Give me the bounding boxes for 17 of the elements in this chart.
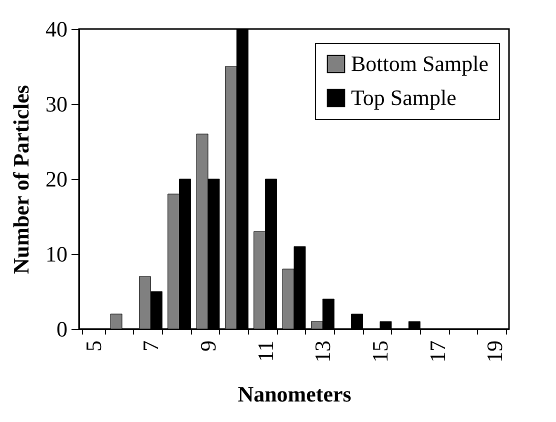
y-tick-label: 30 — [46, 92, 68, 116]
legend-label: Bottom Sample — [351, 51, 488, 76]
y-tick-label: 40 — [46, 16, 68, 42]
y-tick-label: 0 — [56, 316, 68, 342]
x-tick-label: 9 — [196, 340, 220, 352]
x-tick-label: 17 — [424, 340, 450, 362]
x-tick-label: 5 — [80, 340, 106, 352]
y-axis-title: Number of Particles — [8, 84, 34, 274]
y-tick-label: 10 — [46, 242, 68, 266]
x-tick-label: 13 — [310, 340, 336, 362]
y-tick-label: 20 — [46, 166, 68, 192]
x-tick-label: 19 — [482, 340, 508, 362]
legend-label: Top Sample — [351, 85, 456, 110]
x-axis-title: Nanometers — [238, 382, 352, 406]
x-tick-label: 11 — [252, 340, 278, 362]
x-tick-label: 7 — [138, 340, 164, 352]
x-tick-label: 15 — [368, 340, 392, 362]
